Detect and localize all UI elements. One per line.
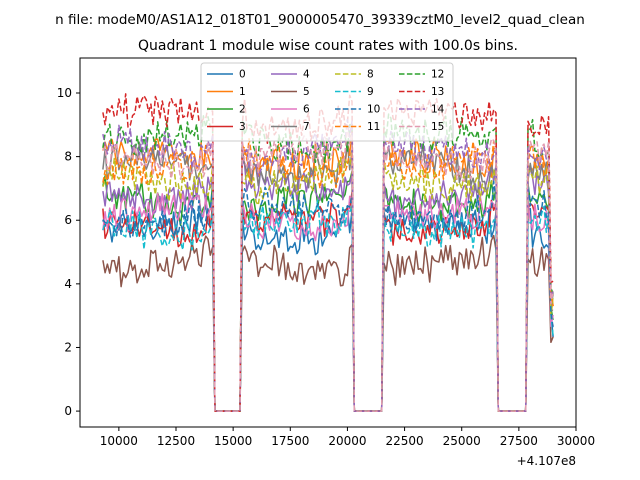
- axes-layer: 10000 12500 15000 17500 20000 22500 25000 27500…: [57, 86, 595, 448]
- x-tick-label: 22500: [385, 434, 423, 448]
- series-line-10: [102, 180, 554, 412]
- x-tick-label: 20000: [328, 434, 366, 448]
- series-line-9: [102, 199, 554, 412]
- legend-label-14: 14: [431, 104, 445, 116]
- legend-label-1: 1: [239, 86, 246, 98]
- series-line-15: [102, 126, 554, 412]
- legend-label-3: 3: [239, 121, 246, 133]
- x-tick-label: 17500: [271, 434, 309, 448]
- legend-label-4: 4: [303, 69, 310, 81]
- y-tick-label: 8: [64, 150, 72, 164]
- x-tick-label: 10000: [100, 434, 138, 448]
- series-line-12: [102, 113, 554, 412]
- legend-label-0: 0: [239, 69, 246, 81]
- series-line-5: [102, 234, 554, 412]
- x-tick-label: 27500: [500, 434, 538, 448]
- x-tick-label: 12500: [157, 434, 195, 448]
- series-line-4: [102, 158, 554, 412]
- x-tick-label: 25000: [443, 434, 481, 448]
- chart-suptitle: n file: modeM0/AS1A12_018T01_9000005470_…: [55, 12, 585, 28]
- series-line-2: [102, 170, 554, 412]
- x-tick-label: 15000: [214, 434, 252, 448]
- legend-label-11: 11: [367, 121, 380, 133]
- x-offset-label: +4.107e8: [517, 454, 576, 468]
- legend-label-2: 2: [239, 104, 246, 116]
- legend-label-15: 15: [431, 121, 444, 133]
- y-tick-label: 2: [64, 340, 72, 354]
- x-tick-label: 30000: [557, 434, 595, 448]
- y-tick-label: 10: [57, 86, 72, 100]
- legend-label-12: 12: [431, 69, 444, 81]
- legend-label-8: 8: [367, 69, 374, 81]
- chart-title: Quadrant 1 module wise count rates with …: [138, 38, 518, 54]
- plot-frame: [79, 57, 577, 428]
- series-line-3: [102, 191, 554, 412]
- legend-label-5: 5: [303, 86, 310, 98]
- series-layer: [102, 93, 554, 412]
- legend-label-10: 10: [367, 104, 380, 116]
- legend-label-13: 13: [431, 86, 444, 98]
- y-tick-label: 0: [64, 404, 72, 418]
- y-tick-label: 4: [64, 277, 72, 291]
- legend-label-9: 9: [367, 86, 374, 98]
- legend-frame: [200, 62, 454, 142]
- legend-label-6: 6: [303, 104, 310, 116]
- y-tick-label: 6: [64, 213, 72, 227]
- legend-label-7: 7: [303, 121, 310, 133]
